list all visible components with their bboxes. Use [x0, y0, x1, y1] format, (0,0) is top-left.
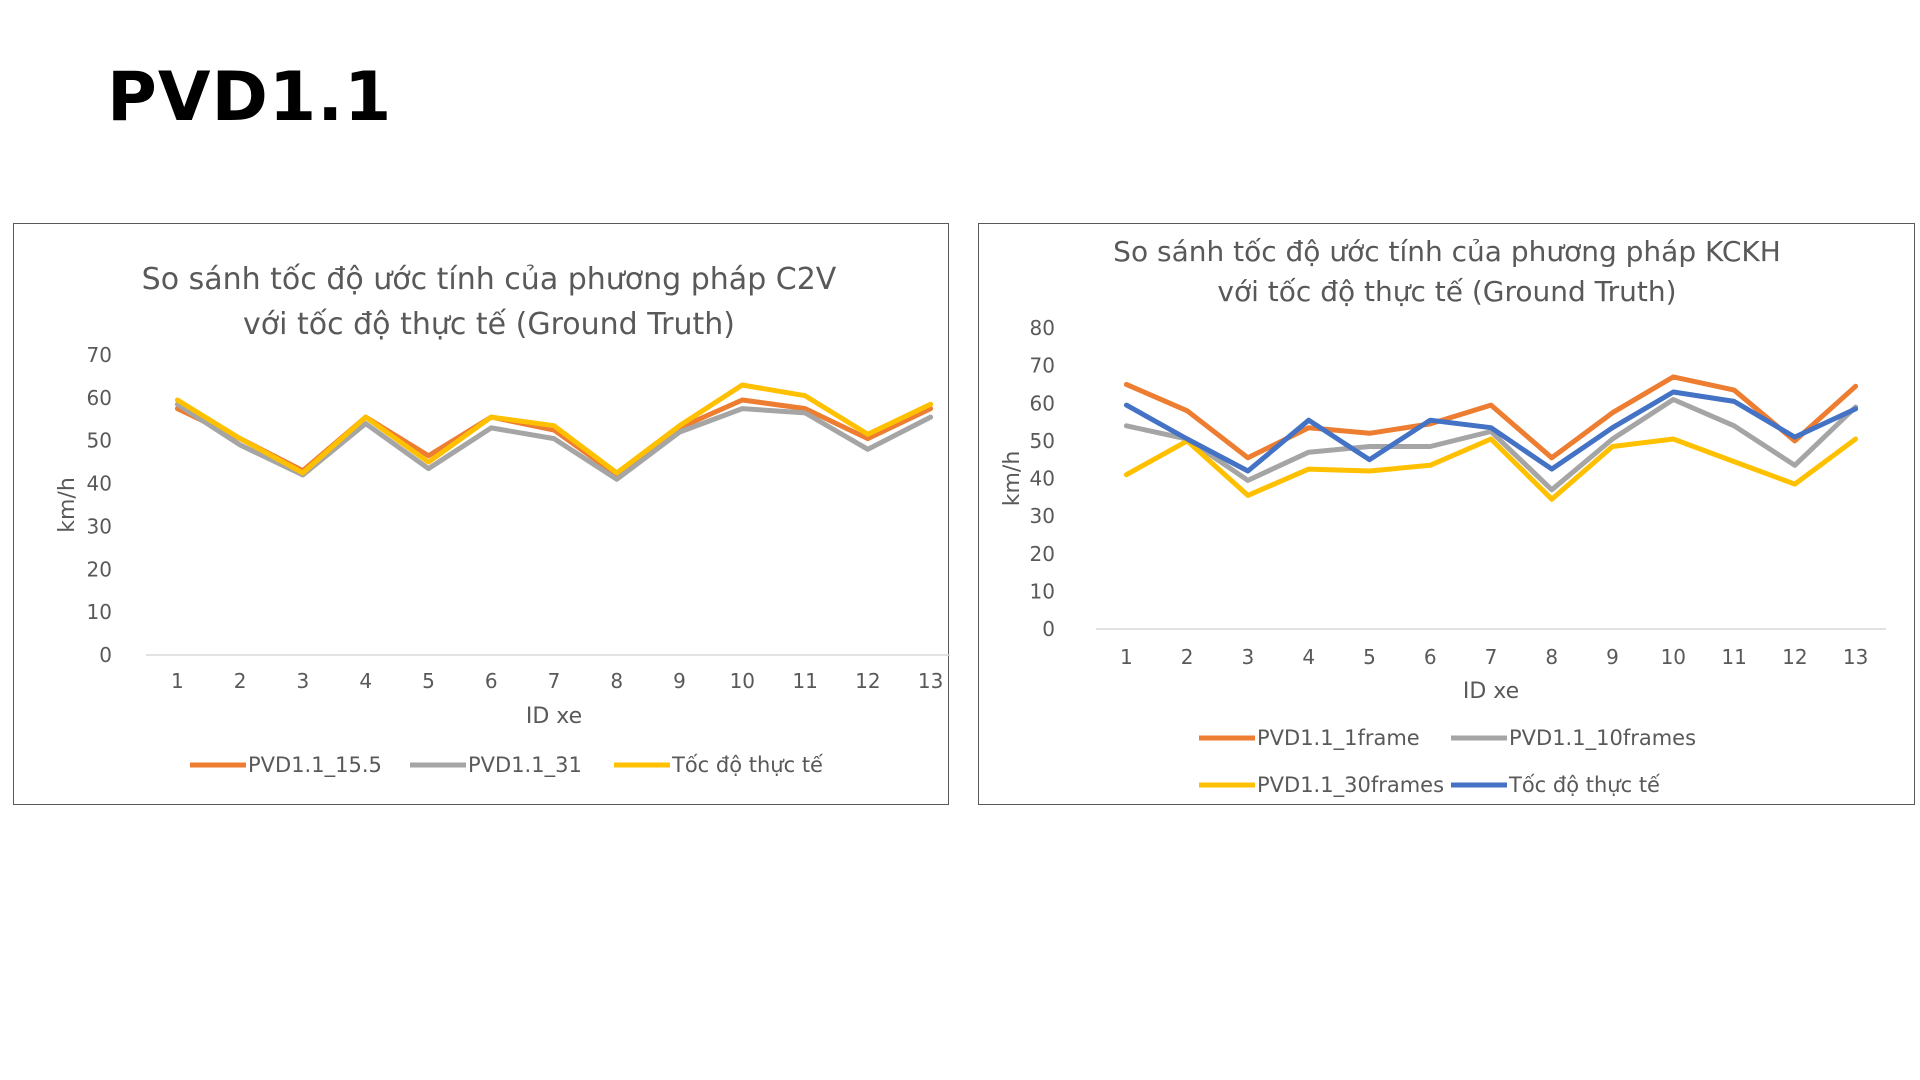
chart-subtitle: với tốc độ thực tế (Ground Truth) [243, 307, 735, 342]
x-tick-label: 4 [1302, 645, 1315, 669]
x-tick-label: 12 [1782, 645, 1807, 669]
x-tick-label: 4 [359, 669, 372, 693]
x-tick-label: 13 [918, 669, 943, 693]
x-tick-label: 3 [1242, 645, 1255, 669]
x-tick-label: 11 [1721, 645, 1746, 669]
x-tick-label: 12 [855, 669, 880, 693]
x-tick-label: 7 [1485, 645, 1498, 669]
y-axis-title: km/h [1000, 451, 1025, 507]
x-tick-label: 2 [234, 669, 247, 693]
c2v-speed-chart: So sánh tốc độ ước tính của phương pháp … [13, 223, 950, 805]
series-line-3 [1123, 436, 1859, 502]
legend-label: Tốc độ thực tế [1508, 773, 1660, 797]
legend-label: PVD1.1_31 [468, 753, 582, 778]
legend-label: PVD1.1_1frame [1257, 726, 1420, 751]
y-tick-label: 40 [87, 472, 112, 496]
y-tick-label: 80 [1030, 316, 1055, 340]
y-tick-label: 40 [1030, 467, 1055, 491]
y-tick-label: 30 [87, 514, 112, 538]
legend-label: Tốc độ thực tế [671, 753, 823, 777]
legend-label: PVD1.1_30frames [1257, 773, 1444, 798]
x-tick-label: 13 [1843, 645, 1868, 669]
y-tick-label: 20 [87, 557, 112, 581]
x-tick-label: 6 [1424, 645, 1437, 669]
chart-title: So sánh tốc độ ước tính của phương pháp … [1113, 235, 1781, 268]
kckh-chart-svg: So sánh tốc độ ước tính của phương pháp … [1000, 235, 1886, 798]
legend-label: PVD1.1_15.5 [248, 753, 382, 778]
x-tick-label: 10 [1661, 645, 1686, 669]
x-tick-label: 7 [548, 669, 561, 693]
x-tick-label: 9 [673, 669, 686, 693]
slide-title: PVD1.1 [107, 58, 393, 137]
y-axis-title: km/h [55, 477, 80, 533]
y-tick-label: 0 [99, 643, 112, 667]
x-axis-title: ID xe [1463, 679, 1519, 704]
x-tick-label: 5 [422, 669, 435, 693]
y-tick-label: 30 [1030, 504, 1055, 528]
series-line-3 [174, 382, 934, 476]
y-tick-label: 60 [1030, 391, 1055, 415]
y-tick-label: 50 [87, 429, 112, 453]
x-tick-label: 11 [792, 669, 817, 693]
chart-subtitle: với tốc độ thực tế (Ground Truth) [1217, 275, 1676, 308]
chart-title: So sánh tốc độ ước tính của phương pháp … [142, 262, 837, 297]
x-axis-title: ID xe [526, 704, 582, 729]
y-tick-label: 60 [87, 386, 112, 410]
x-tick-label: 2 [1181, 645, 1194, 669]
series-line-4 [1123, 389, 1859, 474]
x-tick-label: 10 [730, 669, 755, 693]
y-tick-label: 70 [1030, 354, 1055, 378]
x-tick-label: 6 [485, 669, 498, 693]
y-tick-label: 20 [1030, 542, 1055, 566]
y-tick-label: 50 [1030, 429, 1055, 453]
kckh-speed-chart: So sánh tốc độ ước tính của phương pháp … [978, 223, 1915, 805]
x-tick-label: 3 [297, 669, 310, 693]
series-line-2 [1123, 397, 1859, 493]
y-tick-label: 10 [87, 600, 112, 624]
y-tick-label: 0 [1042, 617, 1055, 641]
x-tick-label: 9 [1606, 645, 1619, 669]
y-tick-label: 10 [1030, 579, 1055, 603]
x-tick-label: 1 [1120, 645, 1133, 669]
legend-label: PVD1.1_10frames [1509, 726, 1696, 751]
c2v-chart-svg: So sánh tốc độ ước tính của phương pháp … [55, 262, 950, 778]
x-tick-label: 8 [1545, 645, 1558, 669]
y-tick-label: 70 [87, 343, 112, 367]
series-line-1 [1123, 374, 1859, 461]
x-tick-label: 8 [610, 669, 623, 693]
x-tick-label: 5 [1363, 645, 1376, 669]
x-tick-label: 1 [171, 669, 184, 693]
